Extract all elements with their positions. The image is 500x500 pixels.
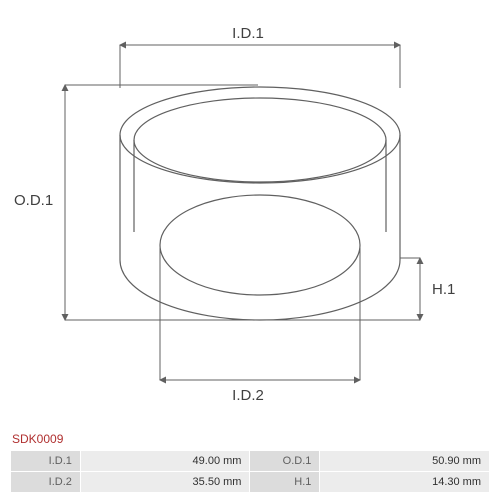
dim-od1-label: O.D.1 [14,192,53,209]
dim-id2-label: I.D.2 [232,387,264,404]
inner-rim-ellipse [134,98,386,182]
spec-label: I.D.2 [11,472,81,493]
spec-label: I.D.1 [11,451,81,472]
spec-value: 14.30 mm [320,472,490,493]
spec-value: 49.00 mm [80,451,250,472]
dim-id1-label: I.D.1 [232,25,264,42]
dim-id2 [160,248,360,380]
dim-id1 [120,45,400,88]
spec-label: O.D.1 [250,451,320,472]
spec-value: 35.50 mm [80,472,250,493]
table-row: I.D.1 49.00 mm O.D.1 50.90 mm [11,451,490,472]
part-code: SDK0009 [12,432,63,446]
outer-rim-ellipse [120,87,400,183]
technical-drawing: I.D.1 O.D.1 I.D.2 H.1 [0,0,500,430]
table-row: I.D.2 35.50 mm H.1 14.30 mm [11,472,490,493]
spec-value: 50.90 mm [320,451,490,472]
spec-table: I.D.1 49.00 mm O.D.1 50.90 mm I.D.2 35.5… [10,450,490,493]
dim-h1 [262,258,420,320]
body-bottom-arc [120,260,400,320]
dim-h1-label: H.1 [432,281,455,298]
spec-label: H.1 [250,472,320,493]
inner-bottom-ellipse [160,195,360,295]
dim-od1 [65,85,260,320]
